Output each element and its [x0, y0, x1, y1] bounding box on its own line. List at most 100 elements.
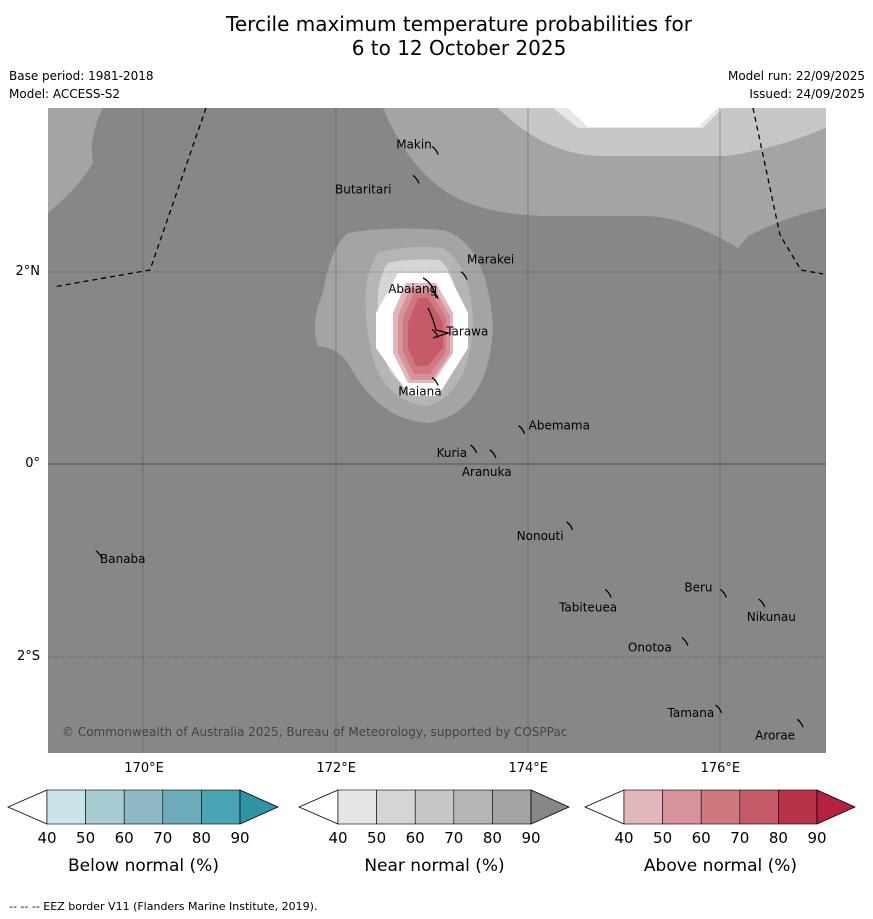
latitude-lines: [48, 271, 826, 658]
place-label: Abaiang: [388, 282, 437, 296]
colorbar-segment: [662, 789, 702, 825]
island-mark: [412, 174, 420, 184]
place-label: Tarawa: [445, 324, 488, 338]
colorbar-segment: [337, 789, 377, 825]
place-label: Nikunau: [747, 610, 796, 624]
eez-border: [52, 108, 824, 288]
colorbar: [298, 789, 570, 825]
colorbar-high-extend: [530, 789, 570, 825]
colorbar-segment: [739, 789, 779, 825]
colorbar-title: Below normal (%): [68, 856, 219, 876]
colorbar-low-extend: [7, 789, 48, 825]
contour-above-80: [408, 298, 443, 366]
place-label: Maiana: [398, 385, 441, 399]
colorbar-segment: [123, 789, 164, 825]
colorbar-segment: [85, 789, 125, 825]
place-label: Tamana: [667, 706, 715, 720]
colorbar-tick-label: 40: [37, 829, 57, 847]
place-label: Nonouti: [517, 529, 564, 543]
colorbar-tick-label: 40: [328, 829, 348, 847]
colorbar-title: Above normal (%): [643, 856, 798, 876]
island-mark: [715, 704, 723, 714]
longitude-label: 174°E: [508, 761, 548, 776]
latitude-label: 2°N: [15, 263, 41, 279]
colorbar-low-extend: [298, 789, 339, 825]
model-run: Model run: 22/09/2025: [727, 69, 865, 83]
colorbar-segment: [700, 789, 741, 825]
colorbar-tick-label: 80: [191, 829, 211, 847]
meta-left: Base period: 1981-2018 Model: ACCESS-S2: [9, 69, 154, 105]
place-label: Kuria: [437, 446, 468, 460]
probability-map: Makin Butaritari Marakei Abaiang Tarawa Maian…: [48, 108, 826, 753]
issued-date: Issued: 24/09/2025: [749, 87, 865, 101]
colorbar-segment: [778, 789, 818, 825]
colorbar-high-extend: [239, 789, 279, 825]
colorbar-segment: [492, 789, 532, 825]
longitude-label: 172°E: [316, 761, 356, 776]
title-line-1: Tercile maximum temperature probabilitie…: [226, 12, 692, 36]
colorbar-segment: [623, 789, 663, 825]
colorbar-tick-label: 50: [367, 829, 387, 847]
colorbar: [7, 789, 279, 825]
eez-footnote: -- -- -- EEZ border V11 (Flanders Marine…: [9, 900, 318, 913]
colorbar-tick-label: 50: [76, 829, 96, 847]
island-mark: [566, 521, 574, 531]
latitude-label: 2°S: [16, 648, 40, 664]
place-label: Marakei: [467, 253, 514, 267]
copyright-text: © Commonwealth of Australia 2025, Bureau…: [62, 725, 567, 739]
colorbar-tick-label: 50: [653, 829, 673, 847]
contour-band-top-4: [568, 108, 718, 127]
place-label: Onotoa: [628, 640, 672, 654]
island-mark: [758, 598, 766, 608]
colorbar-tick-label: 90: [521, 829, 541, 847]
colorbar-tick-label: 70: [153, 829, 173, 847]
place-label: Beru: [684, 580, 712, 594]
colorbar-tick-label: 60: [405, 829, 425, 847]
longitude-label: 176°E: [700, 761, 741, 776]
island-mark: [719, 588, 727, 598]
colorbar-tick-label: 70: [444, 829, 464, 847]
island-mark: [489, 449, 497, 459]
colorbar-title: Near normal (%): [364, 856, 505, 876]
longitude-label: 170°E: [124, 761, 164, 776]
colorbar-segment: [414, 789, 455, 825]
island-mark: [470, 444, 478, 454]
latitude-label: 0°: [25, 456, 40, 472]
colorbar-segment: [453, 789, 493, 825]
meta-right: Model run: 22/09/2025 Issued: 24/09/2025: [728, 69, 865, 105]
island-mark: [431, 377, 439, 386]
colorbar-tick-label: 90: [230, 829, 250, 847]
colorbar-low-extend: [584, 789, 625, 825]
colorbar: [584, 789, 856, 825]
colorbar-tick-label: 70: [730, 829, 750, 847]
place-label: Abemama: [529, 419, 590, 433]
place-labels: Makin Butaritari Marakei Abaiang Tarawa Maian…: [100, 138, 796, 743]
place-label: Makin: [396, 138, 432, 152]
colorbar-tick-label: 60: [114, 829, 134, 847]
graticule: [142, 108, 721, 753]
colorbar-tick-label: 60: [691, 829, 711, 847]
place-label: Butaritari: [335, 182, 392, 196]
colorbar-segment: [376, 789, 416, 825]
colorbar-segment: [201, 789, 241, 825]
colorbar-tick-label: 80: [768, 829, 788, 847]
island-mark: [604, 588, 612, 598]
base-period: Base period: 1981-2018: [9, 69, 154, 83]
model-name: Model: ACCESS-S2: [9, 87, 121, 101]
island-mark: [518, 425, 526, 434]
colorbar-high-extend: [816, 789, 856, 825]
colorbar-tick-label: 40: [614, 829, 634, 847]
place-label: Tabiteuea: [558, 600, 617, 614]
colorbar-tick-label: 80: [482, 829, 502, 847]
island-mark: [460, 271, 468, 280]
island-outlines: [95, 145, 804, 728]
chart-title: Tercile maximum temperature probabilitie…: [0, 12, 873, 60]
place-label: Aranuka: [462, 465, 512, 479]
island-mark: [95, 550, 103, 560]
colorbar-segment: [162, 789, 202, 825]
colorbar-tick-label: 90: [807, 829, 827, 847]
contour-band-left: [48, 108, 103, 213]
island-mark: [681, 636, 689, 646]
title-line-2: 6 to 12 October 2025: [351, 36, 567, 60]
island-mark: [796, 718, 804, 728]
